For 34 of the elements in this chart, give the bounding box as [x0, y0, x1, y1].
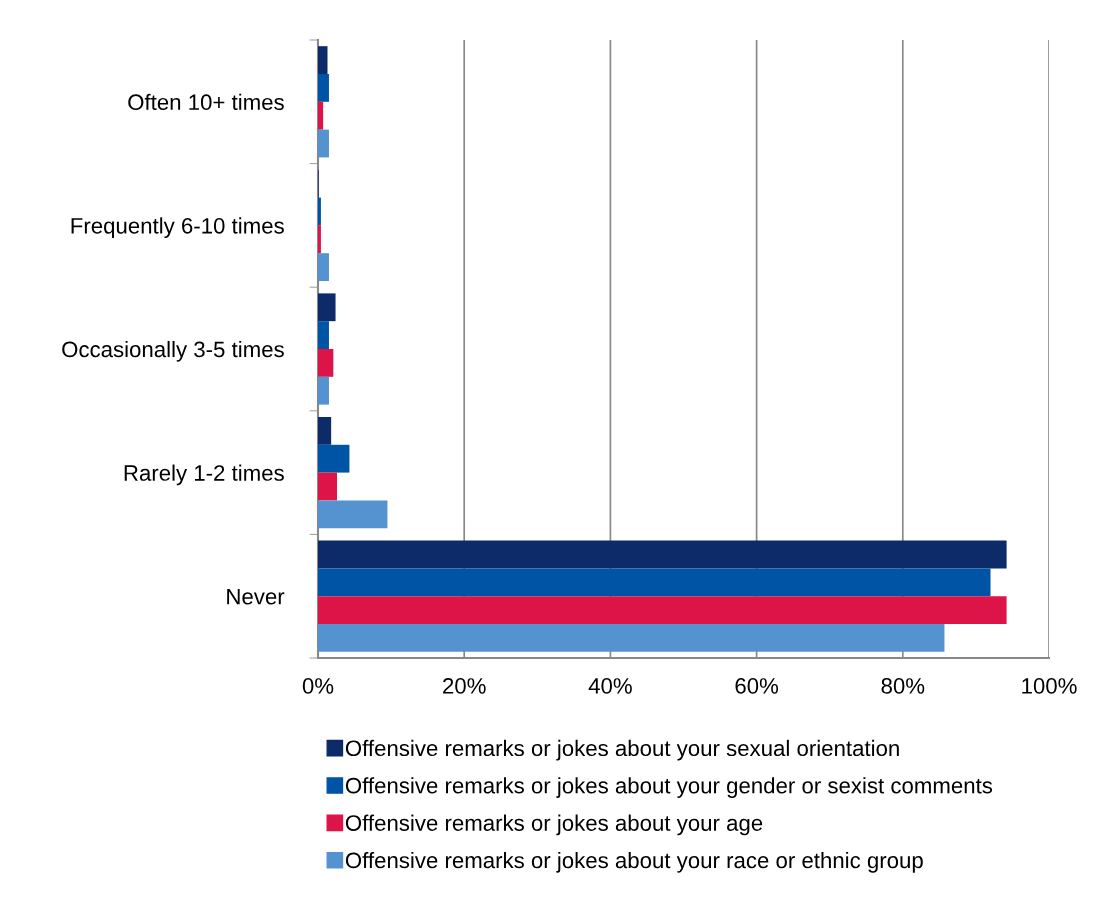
bar — [318, 129, 329, 158]
y-tick-label: Occasionally 3-5 times — [62, 340, 284, 362]
bar — [318, 101, 324, 130]
bar — [318, 624, 945, 652]
bar — [318, 293, 336, 322]
x-tick-label: 0% — [302, 678, 334, 694]
legend-label: Offensive remarks or jokes about your sexual orientation — [345, 739, 899, 761]
bar — [318, 46, 328, 74]
y-tick-label: Never — [227, 588, 285, 605]
bar — [318, 376, 329, 405]
bar — [318, 321, 329, 349]
legend-label: Offensive remarks or jokes about your gender or sexist comments — [345, 777, 993, 798]
x-tick-label: 100% — [1022, 678, 1077, 694]
bar — [318, 349, 334, 377]
bar — [318, 568, 991, 597]
x-tick-label: 40% — [588, 678, 632, 694]
bar — [318, 444, 350, 473]
bar — [318, 197, 321, 226]
legend-label: Offensive remarks or jokes about your age — [345, 814, 763, 836]
x-tick-label: 20% — [443, 678, 486, 694]
x-tick-label: 60% — [735, 678, 779, 694]
bar — [318, 500, 388, 529]
bar — [318, 225, 321, 254]
bar — [318, 73, 329, 102]
bar — [318, 416, 332, 445]
bar — [318, 596, 1007, 625]
legend-label: Offensive remarks or jokes about your race or ethnic group — [345, 851, 923, 873]
y-tick-label: Frequently 6-10 times — [71, 217, 284, 239]
y-tick-label: Often 10+ times — [128, 93, 284, 111]
y-tick-label: Rarely 1-2 times — [124, 464, 284, 486]
bar — [318, 253, 329, 282]
bar — [318, 540, 1007, 569]
bar — [318, 472, 338, 501]
x-tick-label: 80% — [881, 678, 925, 694]
